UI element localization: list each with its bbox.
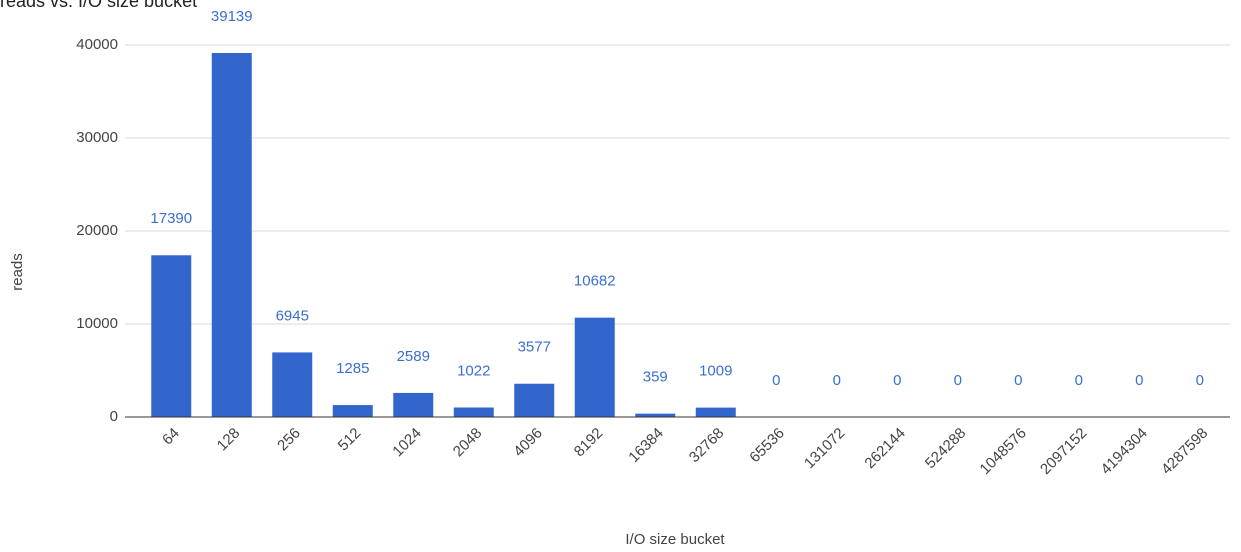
x-tick-label: 262144 — [861, 425, 908, 472]
y-tick-label: 20000 — [76, 222, 118, 239]
data-label: 39139 — [211, 8, 253, 25]
x-tick-label: 4194304 — [1098, 425, 1151, 478]
data-label: 1022 — [457, 362, 490, 379]
y-tick-label: 10000 — [76, 315, 118, 332]
x-tick-label: 1024 — [389, 425, 425, 461]
data-label: 17390 — [150, 210, 192, 227]
x-tick-label: 1048576 — [977, 425, 1030, 478]
bar — [211, 53, 252, 418]
bar — [514, 383, 555, 417]
bar — [151, 255, 192, 417]
bar — [272, 352, 313, 417]
x-tick-label: 256 — [274, 425, 304, 455]
data-label: 6945 — [276, 307, 309, 324]
x-tick-label: 8192 — [571, 425, 607, 461]
data-label: 0 — [772, 372, 780, 389]
x-tick-label: 131072 — [801, 425, 848, 472]
x-tick-label: 2097152 — [1037, 425, 1090, 478]
x-tick-label: 4096 — [510, 425, 546, 461]
bar — [393, 392, 434, 417]
data-label: 1009 — [699, 363, 732, 380]
x-tick-label: 128 — [214, 425, 244, 455]
data-label: 0 — [1075, 372, 1083, 389]
x-tick-label: 4287598 — [1158, 425, 1211, 478]
data-label: 10682 — [574, 273, 616, 290]
bar — [695, 407, 736, 417]
y-tick-label: 0 — [110, 408, 118, 425]
x-tick-label: 2048 — [450, 425, 486, 461]
bar — [332, 405, 373, 417]
x-axis-title: I/O size bucket — [625, 531, 725, 548]
y-tick-label: 30000 — [76, 129, 118, 146]
y-axis-title: reads — [9, 253, 26, 291]
x-tick-label: 524288 — [922, 425, 969, 472]
bar — [574, 317, 615, 417]
data-label: 3577 — [518, 339, 551, 356]
x-tick-label: 65536 — [746, 425, 788, 467]
data-label: 0 — [1135, 372, 1143, 389]
data-label: 0 — [893, 372, 901, 389]
data-label: 2589 — [397, 348, 430, 365]
bar — [453, 407, 494, 417]
data-label: 0 — [1196, 372, 1204, 389]
bar — [635, 413, 676, 417]
y-tick-label: 40000 — [76, 36, 118, 53]
data-label: 0 — [954, 372, 962, 389]
x-tick-label: 16384 — [625, 425, 667, 467]
data-label: 0 — [833, 372, 841, 389]
data-label: 359 — [643, 369, 668, 386]
x-tick-label: 64 — [159, 425, 183, 449]
chart-title: reads vs. I/O size bucket — [0, 0, 197, 11]
data-label: 0 — [1014, 372, 1022, 389]
x-tick-label: 32768 — [686, 425, 728, 467]
x-tick-label: 512 — [335, 425, 365, 455]
data-label: 1285 — [336, 360, 369, 377]
